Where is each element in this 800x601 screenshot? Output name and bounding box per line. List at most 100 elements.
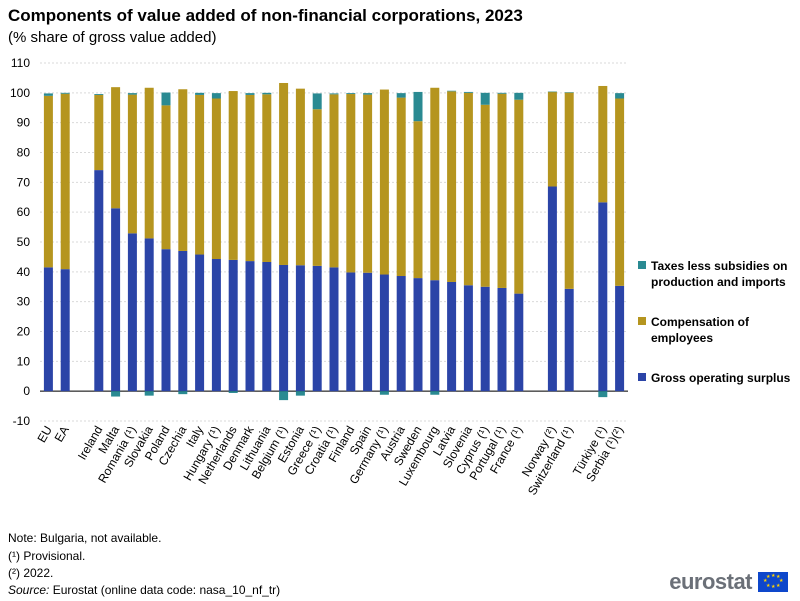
- bar-gross-operating-surplus: [60, 269, 70, 392]
- bar-compensation-of-employees: [94, 94, 104, 171]
- y-tick-label: 80: [17, 146, 31, 160]
- bar-taxes-less-subsidies: [413, 91, 423, 122]
- bar-gross-operating-surplus: [430, 280, 440, 392]
- bar-gross-operating-surplus: [547, 186, 557, 392]
- bar-compensation-of-employees: [379, 89, 389, 275]
- bar-compensation-of-employees: [60, 93, 70, 270]
- y-tick-label: 70: [17, 175, 31, 189]
- bar-gross-operating-surplus: [111, 208, 121, 392]
- bar-compensation-of-employees: [144, 87, 154, 239]
- bar-taxes-less-subsidies: [564, 92, 574, 93]
- bar-compensation-of-employees: [111, 87, 121, 209]
- bar-compensation-of-employees: [598, 85, 608, 203]
- bar-gross-operating-surplus: [514, 293, 524, 392]
- bar-taxes-less-subsidies: [178, 391, 188, 395]
- source-label: Source:: [8, 583, 50, 597]
- bar-gross-operating-surplus: [598, 202, 608, 392]
- note-provisional: (¹) Provisional.: [8, 549, 86, 563]
- bar-compensation-of-employees: [228, 91, 238, 260]
- bar-gross-operating-surplus: [329, 267, 339, 392]
- bar-gross-operating-surplus: [379, 274, 389, 392]
- chart-title: Components of value added of non-financi…: [8, 6, 523, 25]
- x-tick-label: EU: [35, 424, 55, 445]
- note-bulgaria: Note: Bulgaria, not available.: [8, 531, 162, 545]
- legend-label: Gross operating surplus: [651, 371, 791, 385]
- bar-compensation-of-employees: [161, 105, 171, 250]
- y-tick-label: 40: [17, 265, 31, 279]
- bar-compensation-of-employees: [547, 91, 557, 187]
- bar-compensation-of-employees: [262, 94, 272, 262]
- bar-gross-operating-surplus: [295, 265, 305, 392]
- y-tick-label: 60: [17, 205, 31, 219]
- bar-taxes-less-subsidies: [60, 92, 70, 94]
- bar-gross-operating-surplus: [312, 265, 322, 392]
- bar-gross-operating-surplus: [346, 272, 356, 392]
- bar-compensation-of-employees: [211, 98, 221, 260]
- bar-gross-operating-surplus: [245, 261, 255, 392]
- bar-gross-operating-surplus: [195, 254, 205, 392]
- bar-compensation-of-employees: [279, 82, 289, 265]
- bar-compensation-of-employees: [447, 91, 457, 282]
- bar-gross-operating-surplus: [211, 259, 221, 392]
- bar-compensation-of-employees: [480, 104, 490, 287]
- bar-taxes-less-subsidies: [228, 391, 238, 393]
- bar-taxes-less-subsidies: [329, 93, 339, 95]
- bar-compensation-of-employees: [295, 88, 305, 266]
- bar-taxes-less-subsidies: [43, 93, 53, 96]
- source-note: Source: Eurostat (online data code: nasa…: [8, 583, 280, 597]
- bar-gross-operating-surplus: [178, 250, 188, 392]
- bar-taxes-less-subsidies: [312, 93, 322, 110]
- bar-compensation-of-employees: [346, 94, 356, 273]
- bar-gross-operating-surplus: [564, 288, 574, 392]
- bar-gross-operating-surplus: [615, 285, 625, 392]
- bar-taxes-less-subsidies: [161, 92, 171, 106]
- eurostat-logo: eurostat ★ ★ ★ ★ ★ ★ ★ ★: [669, 569, 788, 595]
- x-tick-label: EA: [52, 424, 72, 445]
- bar-gross-operating-surplus: [262, 261, 272, 392]
- bar-compensation-of-employees: [497, 93, 507, 288]
- y-tick-label: 100: [10, 86, 30, 100]
- bar-taxes-less-subsidies: [279, 391, 289, 401]
- legend-swatch: [638, 373, 646, 381]
- bar-compensation-of-employees: [312, 109, 322, 266]
- bar-gross-operating-surplus: [279, 264, 289, 392]
- source-text: Eurostat (online data code: nasa_10_nf_t…: [49, 583, 281, 597]
- bar-compensation-of-employees: [413, 121, 423, 279]
- bar-compensation-of-employees: [564, 92, 574, 289]
- bar-taxes-less-subsidies: [615, 93, 625, 99]
- bar-taxes-less-subsidies: [245, 93, 255, 95]
- bar-compensation-of-employees: [463, 92, 473, 286]
- bar-taxes-less-subsidies: [480, 92, 490, 105]
- bar-taxes-less-subsidies: [144, 391, 154, 396]
- bar-gross-operating-surplus: [127, 233, 137, 392]
- bar-taxes-less-subsidies: [514, 92, 524, 100]
- bar-taxes-less-subsidies: [396, 93, 406, 98]
- y-tick-label: 0: [23, 384, 30, 398]
- bar-taxes-less-subsidies: [598, 391, 608, 398]
- eu-flag-icon: ★ ★ ★ ★ ★ ★ ★ ★: [758, 572, 788, 592]
- y-tick-label: 110: [11, 56, 30, 70]
- bar-taxes-less-subsidies: [379, 391, 389, 395]
- bar-compensation-of-employees: [245, 94, 255, 262]
- y-tick-label: -10: [13, 414, 31, 428]
- bar-gross-operating-surplus: [363, 272, 373, 392]
- bar-taxes-less-subsidies: [363, 93, 373, 95]
- bar-compensation-of-employees: [430, 87, 440, 281]
- legend-swatch: [638, 317, 646, 325]
- bar-taxes-less-subsidies: [547, 91, 557, 93]
- bar-compensation-of-employees: [396, 97, 406, 277]
- bar-taxes-less-subsidies: [195, 92, 205, 95]
- bar-gross-operating-surplus: [144, 238, 154, 392]
- bar-compensation-of-employees: [363, 94, 373, 273]
- bar-compensation-of-employees: [43, 95, 53, 268]
- bar-compensation-of-employees: [195, 94, 205, 255]
- y-tick-label: 50: [17, 235, 31, 249]
- y-tick-label: 10: [17, 354, 31, 368]
- bar-taxes-less-subsidies: [346, 93, 356, 95]
- bar-taxes-less-subsidies: [127, 93, 137, 95]
- bar-compensation-of-employees: [615, 98, 625, 286]
- bar-compensation-of-employees: [329, 94, 339, 268]
- bar-gross-operating-surplus: [497, 287, 507, 392]
- bar-gross-operating-surplus: [413, 278, 423, 392]
